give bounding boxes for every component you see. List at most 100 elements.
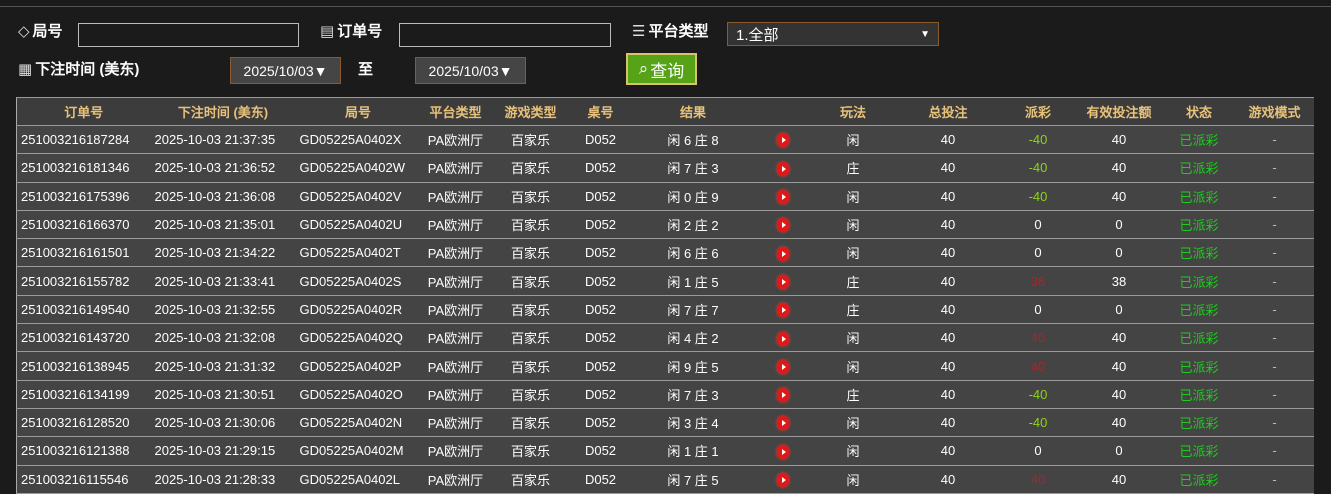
- status-cell: 已派彩: [1162, 323, 1236, 353]
- bet-type-cell: 闲: [810, 436, 896, 466]
- replay-cell[interactable]: [755, 266, 811, 296]
- platform-cell: PA欧洲厅: [420, 266, 491, 296]
- table-no-cell: D052: [570, 182, 631, 211]
- result-cell: 闲 3 庄 4: [630, 408, 756, 438]
- result-cell: 闲 6 庄 6: [630, 238, 756, 268]
- platform-select-value: 1.全部: [736, 26, 779, 44]
- play-video-icon[interactable]: [777, 133, 789, 148]
- game-mode-cell: -: [1235, 380, 1314, 409]
- replay-cell[interactable]: [755, 125, 811, 155]
- bet-time-cell: 2025-10-03 21:30:06: [150, 408, 296, 438]
- bet-time-cell: 2025-10-03 21:32:08: [150, 323, 296, 353]
- query-button[interactable]: ⌕ 查询: [626, 53, 697, 85]
- replay-cell[interactable]: [755, 182, 811, 211]
- payout-cell: -40: [1000, 182, 1076, 211]
- play-video-icon[interactable]: [777, 274, 789, 289]
- play-video-icon[interactable]: [777, 246, 789, 261]
- game-mode-cell: -: [1235, 351, 1314, 381]
- column-header: [755, 97, 811, 126]
- replay-cell[interactable]: [755, 153, 811, 183]
- play-video-icon[interactable]: [777, 472, 789, 487]
- order-id-cell: 251003216187284: [16, 125, 151, 155]
- table-no-cell: D052: [570, 408, 631, 438]
- play-video-icon[interactable]: [777, 359, 789, 374]
- replay-cell[interactable]: [755, 436, 811, 466]
- round-id-cell: GD05225A0402S: [295, 266, 421, 296]
- round-label-text: 局号: [32, 23, 63, 40]
- table-no-cell: D052: [570, 153, 631, 183]
- bet-time-cell: 2025-10-03 21:35:01: [150, 210, 296, 240]
- play-video-icon[interactable]: [777, 218, 789, 233]
- result-cell: 闲 0 庄 9: [630, 182, 756, 211]
- result-cell: 闲 2 庄 2: [630, 210, 756, 240]
- platform-select[interactable]: 1.全部 ▼: [727, 22, 939, 46]
- time-label-text: 下注时间 (美东): [35, 61, 140, 78]
- bet-time-cell: 2025-10-03 21:36:08: [150, 182, 296, 211]
- tag-icon: ◇: [18, 22, 30, 40]
- replay-cell[interactable]: [755, 351, 811, 381]
- column-header: 桌号: [570, 97, 631, 126]
- column-header: 玩法: [810, 97, 896, 126]
- order-id-cell: 251003216175396: [16, 182, 151, 211]
- status-cell: 已派彩: [1162, 295, 1236, 325]
- table-no-cell: D052: [570, 465, 631, 494]
- replay-cell[interactable]: [755, 238, 811, 268]
- valid-bet-cell: 0: [1075, 436, 1163, 466]
- game-mode-cell: -: [1235, 182, 1314, 211]
- replay-cell[interactable]: [755, 465, 811, 494]
- replay-cell[interactable]: [755, 295, 811, 325]
- round-id-cell: GD05225A0402L: [295, 465, 421, 494]
- bet-type-cell: 闲: [810, 125, 896, 155]
- play-video-icon[interactable]: [777, 331, 789, 346]
- platform-cell: PA欧洲厅: [420, 182, 491, 211]
- play-video-icon[interactable]: [777, 303, 789, 318]
- game-type-cell: 百家乐: [490, 465, 571, 494]
- platform-cell: PA欧洲厅: [420, 210, 491, 240]
- payout-cell: 40: [1000, 465, 1076, 494]
- round-id-cell: GD05225A0402Q: [295, 323, 421, 353]
- total-bet-cell: 40: [895, 323, 1001, 353]
- order-id-cell: 251003216166370: [16, 210, 151, 240]
- replay-cell[interactable]: [755, 380, 811, 409]
- date-from-picker[interactable]: 2025/10/03▼: [230, 57, 341, 84]
- total-bet-cell: 40: [895, 238, 1001, 268]
- bet-type-cell: 闲: [810, 465, 896, 494]
- play-video-icon[interactable]: [777, 388, 789, 403]
- play-video-icon[interactable]: [777, 161, 789, 176]
- order-id-cell: 251003216134199: [16, 380, 151, 409]
- order-input[interactable]: [399, 23, 611, 47]
- round-id-cell: GD05225A0402V: [295, 182, 421, 211]
- replay-cell[interactable]: [755, 210, 811, 240]
- play-video-icon[interactable]: [777, 416, 789, 431]
- date-to-picker[interactable]: 2025/10/03▼: [415, 57, 526, 84]
- order-label-text: 订单号: [337, 23, 383, 40]
- play-video-icon[interactable]: [777, 190, 789, 205]
- round-id-cell: GD05225A0402U: [295, 210, 421, 240]
- play-video-icon[interactable]: [777, 444, 789, 459]
- game-type-cell: 百家乐: [490, 436, 571, 466]
- status-cell: 已派彩: [1162, 210, 1236, 240]
- table-no-cell: D052: [570, 323, 631, 353]
- order-label: ▤ 订单号: [320, 20, 382, 41]
- orders-table: 订单号 下注时间 (美东) 局号 平台类型 游戏类型 桌号 结果 玩法 总投注 派彩 有效投注额 状态…: [16, 97, 1314, 494]
- replay-cell[interactable]: [755, 408, 811, 438]
- result-cell: 闲 9 庄 5: [630, 351, 756, 381]
- platform-label: ☰ 平台类型: [632, 20, 708, 41]
- round-label: ◇ 局号: [18, 20, 63, 41]
- valid-bet-cell: 40: [1075, 323, 1163, 353]
- replay-cell[interactable]: [755, 323, 811, 353]
- order-id-cell: 251003216161501: [16, 238, 151, 268]
- status-cell: 已派彩: [1162, 238, 1236, 268]
- order-id-cell: 251003216121388: [16, 436, 151, 466]
- search-icon: ⌕: [638, 59, 649, 78]
- chevron-down-icon: ▼: [920, 28, 930, 40]
- round-input[interactable]: [78, 23, 299, 47]
- bet-type-cell: 庄: [810, 153, 896, 183]
- platform-cell: PA欧洲厅: [420, 153, 491, 183]
- table-row: 251003216134199 2025-10-03 21:30:51 GD0522…: [16, 380, 1314, 409]
- game-type-cell: 百家乐: [490, 125, 571, 155]
- platform-cell: PA欧洲厅: [420, 465, 491, 494]
- platform-cell: PA欧洲厅: [420, 351, 491, 381]
- status-cell: 已派彩: [1162, 125, 1236, 155]
- bet-time-cell: 2025-10-03 21:29:15: [150, 436, 296, 466]
